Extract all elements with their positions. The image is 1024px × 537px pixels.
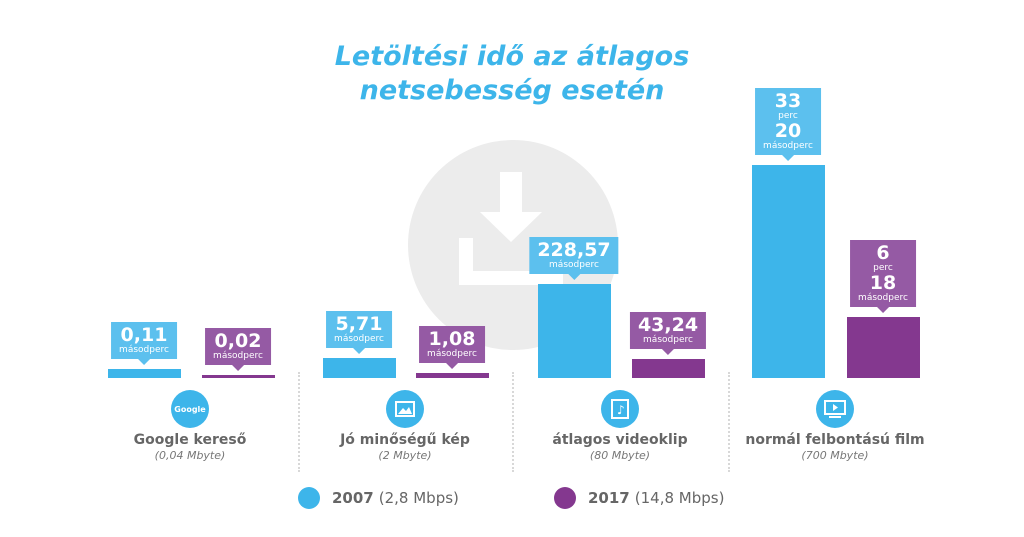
category-name: átlagos videoklip — [552, 432, 688, 448]
legend-label: 2007 — [332, 489, 374, 507]
category-size: (0,04 Mbyte) — [154, 449, 226, 462]
value-number: 18 — [869, 272, 897, 294]
value-number: 6 — [876, 242, 890, 264]
value-label: 0,11 másodperc — [111, 322, 177, 365]
value-unit: másodperc — [858, 293, 908, 303]
value-unit: másodperc — [763, 141, 813, 151]
category-label: Jó minőségű kép (2 Mbyte) — [295, 431, 515, 463]
legend-item-2007: 2007 (2,8 Mbps) — [298, 487, 459, 509]
value-unit: perc — [778, 111, 798, 121]
legend-detail: (14,8 Mbps) — [634, 489, 725, 507]
google-icon: Google — [171, 390, 209, 428]
value-number: 43,24 — [637, 314, 699, 336]
category-label: Google kereső (0,04 Mbyte) — [80, 431, 300, 463]
value-number: 5,71 — [335, 313, 383, 335]
category-name: Google kereső — [133, 432, 247, 448]
bar-2017-0 — [202, 375, 275, 378]
title-line-2: netsebesség esetén — [359, 75, 665, 106]
title-line-1: Letöltési idő az átlagos — [334, 41, 690, 72]
legend-label: 2017 — [588, 489, 630, 507]
category-label: normál felbontású film (700 Mbyte) — [725, 431, 945, 463]
value-unit: másodperc — [549, 260, 599, 270]
value-number: 20 — [774, 120, 802, 142]
value-unit: másodperc — [427, 349, 477, 359]
legend-item-2017: 2017 (14,8 Mbps) — [554, 487, 724, 509]
value-number: 1,08 — [428, 328, 476, 350]
music-video-icon: ♪ — [601, 390, 639, 428]
value-number: 0,11 — [120, 324, 168, 346]
value-unit: másodperc — [119, 345, 169, 355]
svg-text:♪: ♪ — [617, 403, 625, 417]
category-label: átlagos videoklip (80 Mbyte) — [510, 431, 730, 463]
bar-2007-3 — [752, 165, 825, 378]
value-label: 43,24 másodperc — [629, 312, 707, 355]
image-icon — [386, 390, 424, 428]
legend-swatch-2007 — [298, 487, 320, 509]
value-label: 0,02 másodperc — [205, 328, 271, 371]
legend-swatch-2017 — [554, 487, 576, 509]
bar-2007-0 — [108, 369, 181, 378]
value-unit: másodperc — [334, 334, 384, 344]
value-label: 5,71 másodperc — [326, 311, 392, 354]
chart-title: Letöltési idő az átlagos netsebesség ese… — [0, 40, 1024, 108]
bar-2017-3 — [847, 317, 920, 378]
category-size: (700 Mbyte) — [801, 449, 869, 462]
value-label: 6 perc 18 másodperc — [850, 240, 916, 313]
bar-2007-1 — [323, 358, 396, 378]
value-label: 33 perc 20 másodperc — [755, 88, 821, 161]
legend-detail: (2,8 Mbps) — [378, 489, 459, 507]
category-name: normál felbontású film — [745, 432, 925, 448]
bar-2017-1 — [416, 373, 489, 378]
value-unit: másodperc — [643, 335, 693, 345]
value-number: 228,57 — [537, 239, 611, 261]
value-unit: másodperc — [213, 351, 263, 361]
value-number: 0,02 — [214, 330, 262, 352]
value-label: 1,08 másodperc — [419, 326, 485, 369]
category-name: Jó minőségű kép — [340, 432, 470, 448]
value-label: 228,57 másodperc — [529, 237, 619, 280]
bar-2007-2 — [538, 284, 611, 378]
separator — [728, 372, 730, 472]
bar-2017-2 — [632, 359, 705, 378]
separator — [298, 372, 300, 472]
separator — [512, 372, 514, 472]
value-unit: perc — [873, 263, 893, 273]
category-size: (2 Mbyte) — [378, 449, 432, 462]
category-size: (80 Mbyte) — [589, 449, 651, 462]
video-screen-icon — [816, 390, 854, 428]
value-number: 33 — [774, 90, 802, 112]
